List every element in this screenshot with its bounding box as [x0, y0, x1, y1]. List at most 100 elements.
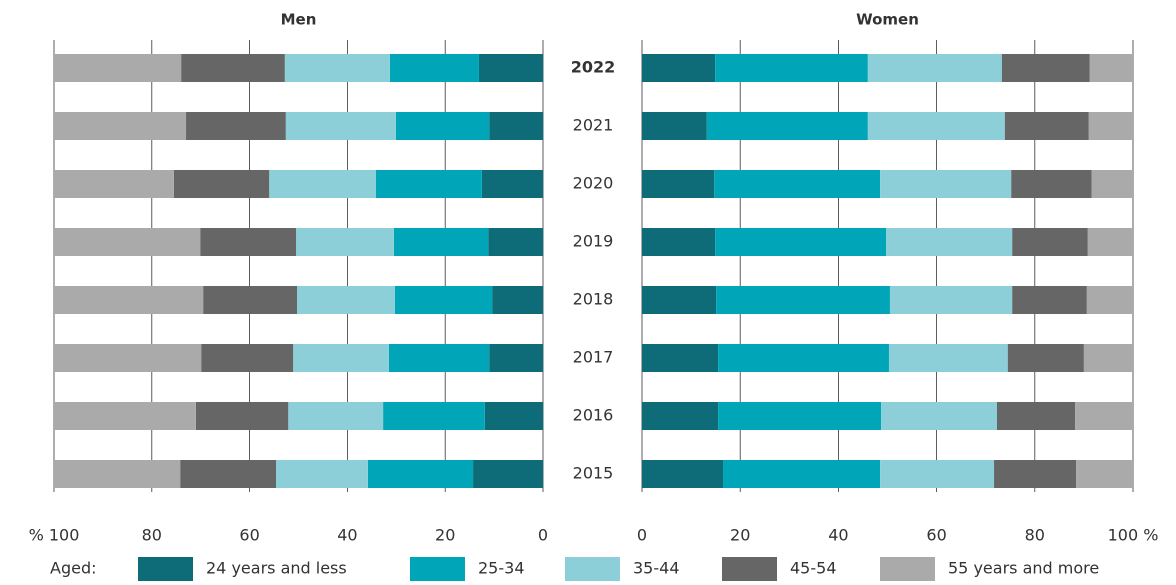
bar-segment: 35-44 [293, 344, 389, 372]
bar-segment: 55 years and more [54, 54, 182, 82]
bar-segment: 55 years and more [54, 402, 196, 430]
x-tick-label: 0 [637, 526, 647, 545]
x-tick-label: 60 [926, 526, 946, 545]
bar-segment: 35-44 [889, 286, 1013, 314]
bar-segment: 35-44 [288, 402, 384, 430]
bar-segment: 35-44 [284, 54, 390, 82]
bar-segment: 45-54 [181, 54, 285, 82]
category-label: 2021 [573, 116, 614, 135]
legend-swatch [880, 557, 935, 581]
bar-segment: 25-34 [395, 112, 490, 140]
bar-segment: 55 years and more [54, 460, 181, 488]
category-label: 2017 [573, 348, 614, 367]
bar-segment: 55 years and more [1083, 344, 1133, 372]
bar-segment: 45-54 [1012, 228, 1088, 256]
legend-label: 24 years and less [206, 559, 347, 578]
x-tick-label: 80 [1025, 526, 1045, 545]
bar-segment: 25-34 [389, 54, 479, 82]
bar-segment: 45-54 [996, 402, 1076, 430]
bar-segment: 45-54 [1001, 54, 1090, 82]
bar-segment: 24 years and less [489, 344, 543, 372]
legend-label: 25-34 [478, 559, 525, 578]
bar-segment: 45-54 [1004, 112, 1089, 140]
bar-segment: 35-44 [880, 460, 995, 488]
bar-segment: 25-34 [388, 344, 490, 372]
x-tick-label: % 100 [29, 526, 80, 545]
x-tick-label: 20 [730, 526, 750, 545]
bar-segment: 24 years and less [642, 54, 716, 82]
bar-segment: 45-54 [186, 112, 286, 140]
x-tick-label: 20 [435, 526, 455, 545]
legend-label: 45-54 [790, 559, 837, 578]
bar-segment: 24 years and less [642, 228, 716, 256]
bar-segment: 35-44 [285, 112, 396, 140]
bar-segment: 45-54 [203, 286, 298, 314]
bar-segment: 25-34 [367, 460, 474, 488]
bar-segment: 24 years and less [642, 286, 717, 314]
bar-segment: 45-54 [201, 344, 294, 372]
x-tick-label: 80 [142, 526, 162, 545]
legend-swatch [138, 557, 193, 581]
legend-swatch [722, 557, 777, 581]
legend-label: 35-44 [633, 559, 680, 578]
bar-segment: 24 years and less [642, 170, 715, 198]
category-label: 2016 [573, 406, 614, 425]
panel-title: Women [856, 11, 919, 29]
bar-segment: 35-44 [880, 170, 1012, 198]
legend-label: 55 years and more [948, 559, 1099, 578]
bar-segment: 55 years and more [1089, 54, 1133, 82]
bar-segment: 55 years and more [54, 228, 201, 256]
bar-segment: 25-34 [383, 402, 485, 430]
bar-segment: 35-44 [269, 170, 376, 198]
x-tick-label: 100 % [1108, 526, 1159, 545]
bar-segment: 45-54 [1011, 170, 1092, 198]
legend-swatch [565, 557, 620, 581]
x-tick-label: 40 [337, 526, 357, 545]
bar-segment: 55 years and more [54, 286, 204, 314]
bar-segment: 25-34 [393, 228, 489, 256]
bar-segment: 24 years and less [489, 112, 543, 140]
x-tick-label: 60 [239, 526, 259, 545]
category-label: 2019 [573, 232, 614, 251]
bar-segment: 45-54 [994, 460, 1077, 488]
bar-segment: 45-54 [200, 228, 297, 256]
bar-segment: 24 years and less [642, 344, 719, 372]
bar-segment: 45-54 [180, 460, 277, 488]
bar-segment: 25-34 [706, 112, 868, 140]
bar-segment: 24 years and less [642, 112, 707, 140]
bar-segment: 55 years and more [54, 344, 202, 372]
bar-segment: 35-44 [886, 228, 1013, 256]
bar-segment: 24 years and less [481, 170, 543, 198]
bar-segment: 25-34 [723, 460, 881, 488]
bar-segment: 25-34 [715, 228, 887, 256]
bar-segment: 55 years and more [1086, 286, 1133, 314]
bar-segment: 35-44 [867, 112, 1005, 140]
x-tick-label: 0 [538, 526, 548, 545]
category-label: 2015 [573, 464, 614, 483]
bar-segment: 35-44 [867, 54, 1002, 82]
bar-segment: 25-34 [375, 170, 482, 198]
x-tick-label: 40 [828, 526, 848, 545]
bar-segment: 45-54 [1012, 286, 1087, 314]
bar-segment: 35-44 [881, 402, 997, 430]
bar-segment: 24 years and less [478, 54, 543, 82]
bar-segment: 24 years and less [642, 460, 724, 488]
bar-segment: 24 years and less [492, 286, 543, 314]
bar-segment: 24 years and less [488, 228, 543, 256]
legend-swatch [410, 557, 465, 581]
bar-segment: 24 years and less [642, 402, 719, 430]
legend-title: Aged: [50, 559, 97, 578]
bar-segment: 35-44 [276, 460, 368, 488]
bar-segment: 25-34 [718, 402, 882, 430]
panel-title: Men [281, 11, 317, 29]
bar-segment: 55 years and more [1087, 228, 1133, 256]
category-label: 2022 [571, 58, 616, 77]
bar-segment: 55 years and more [1075, 402, 1133, 430]
bar-segment: 25-34 [718, 344, 889, 372]
bar-segment: 25-34 [394, 286, 493, 314]
bar-segment: 55 years and more [54, 112, 187, 140]
bar-segment: 24 years and less [484, 402, 543, 430]
bar-segment: 55 years and more [54, 170, 174, 198]
bar-segment: 25-34 [714, 170, 881, 198]
